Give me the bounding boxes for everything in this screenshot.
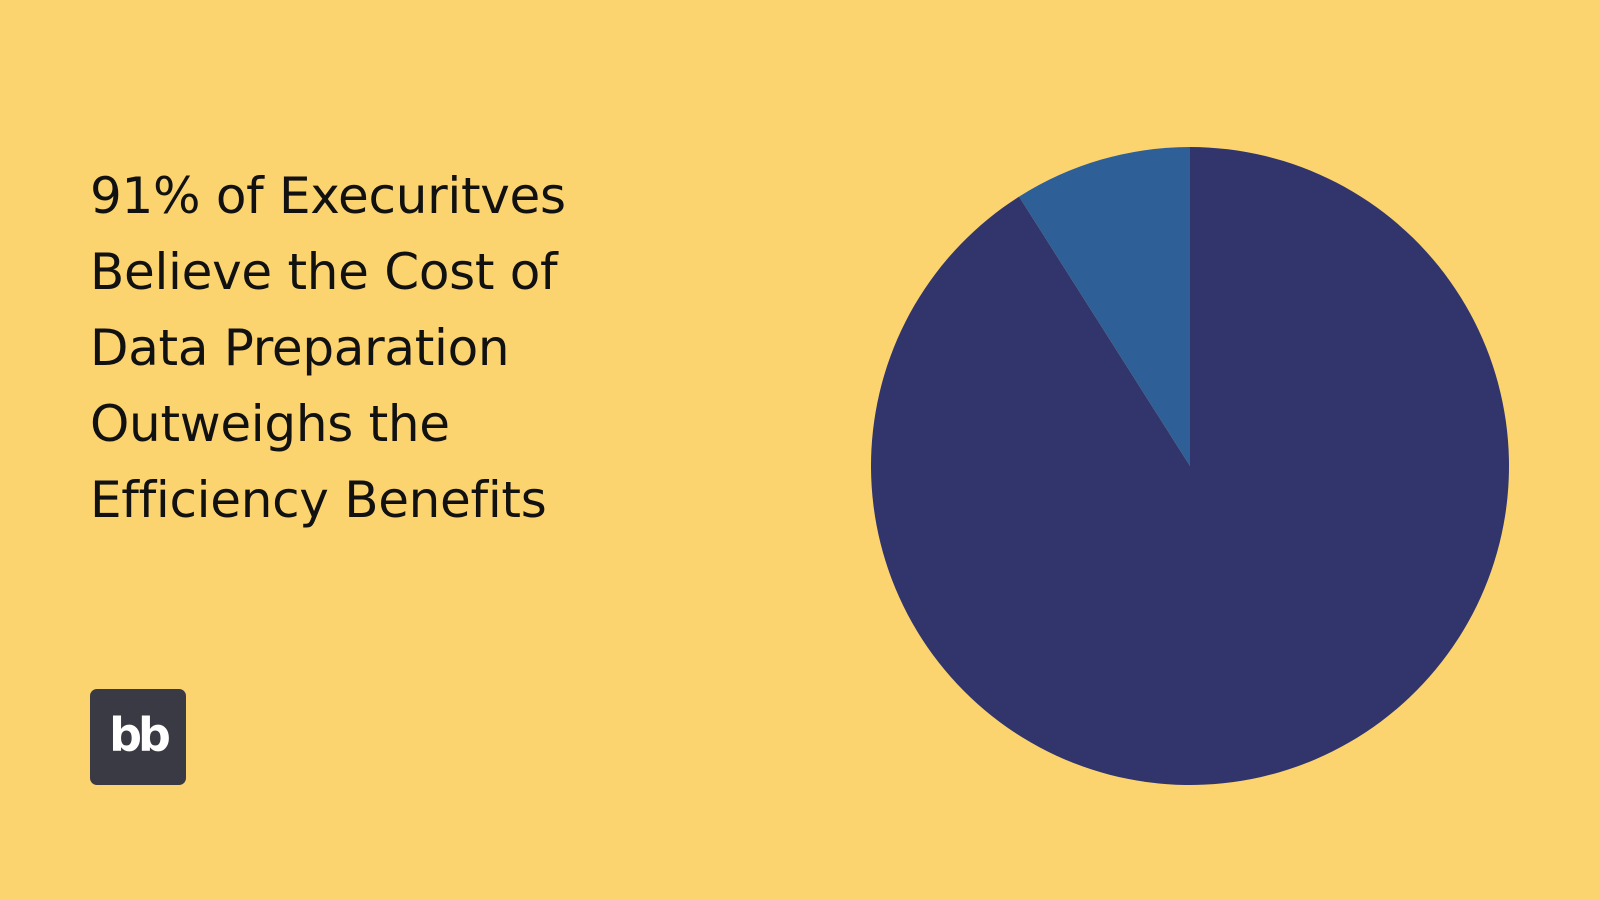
pie-slice-2 [1019,147,1190,466]
headline-line-4: Outweighs the [90,395,450,453]
brand-logo: bb [90,689,186,785]
headline-line-3: Data Preparation [90,319,510,377]
headline-line-5: Efficiency Benefits [90,471,547,529]
headline-line-2: Believe the Cost of [90,243,558,301]
pie-slices [870,147,1509,785]
headline-line-1: 91% of Execuritves [90,167,566,225]
headline: 91% of Execuritves Believe the Cost of D… [90,158,710,538]
pie-slice-1 [870,147,1509,785]
brand-logo-text: bb [109,708,171,762]
